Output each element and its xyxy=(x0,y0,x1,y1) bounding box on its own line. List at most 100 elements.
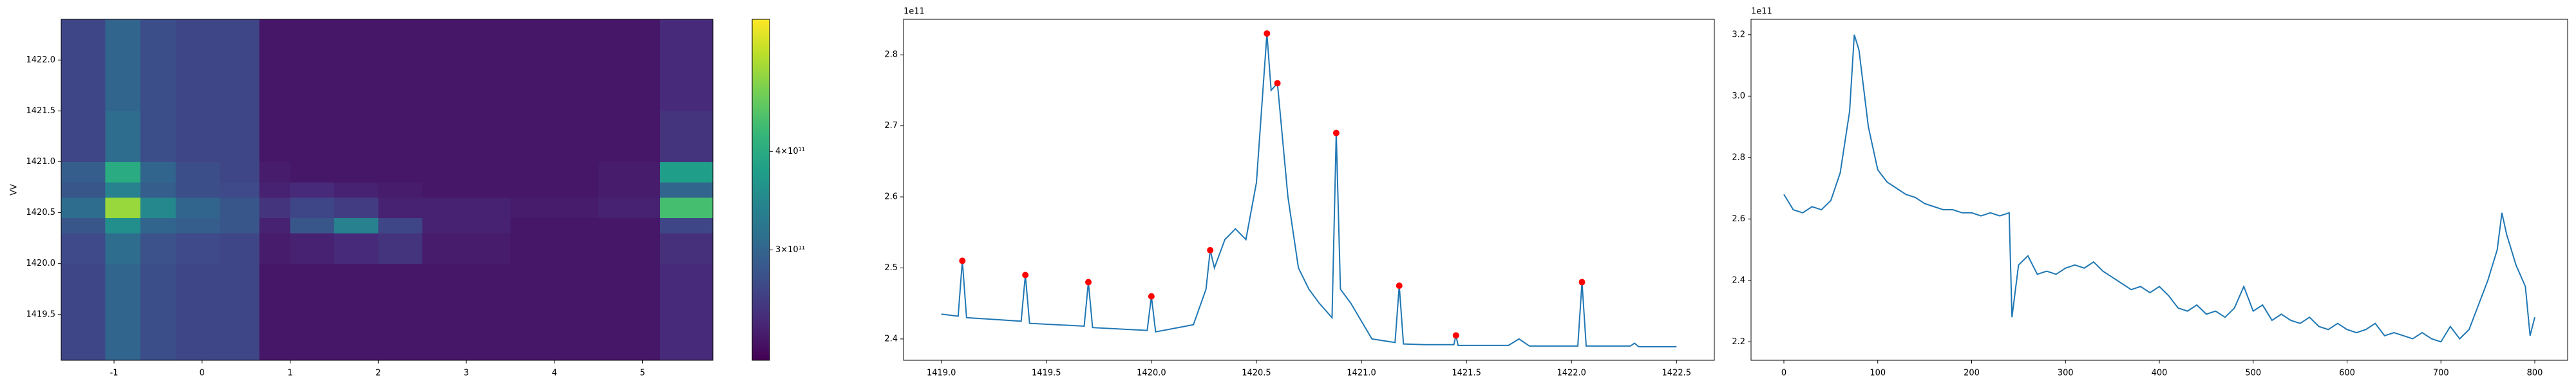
line xyxy=(941,33,1677,348)
heatmap-cell xyxy=(422,111,511,162)
peak-marker xyxy=(1452,332,1459,339)
heatmap-cell xyxy=(598,314,661,360)
heatmap-cell xyxy=(598,19,661,111)
heatmap-cell xyxy=(105,161,141,183)
x-tick-label: 3 xyxy=(464,369,469,378)
heatmap-cell xyxy=(259,217,291,234)
heatmap-cell xyxy=(259,197,291,219)
heatmap-cell xyxy=(259,233,291,264)
axes-frame xyxy=(903,19,1715,361)
x-tick-label: -1 xyxy=(110,369,118,378)
heatmap-cell xyxy=(334,263,379,315)
heatmap-cell xyxy=(659,19,713,111)
heatmap-cell xyxy=(220,19,260,111)
heatmap-cell xyxy=(422,161,511,183)
heatmap-cell xyxy=(422,197,511,219)
heatmap-cell xyxy=(659,111,713,162)
y-tick-label: 2.7 xyxy=(884,121,898,131)
y-tick-label: 2.8 xyxy=(1732,152,1745,162)
heatmap-cell xyxy=(105,111,141,162)
heatmap-cell xyxy=(290,182,335,198)
heatmap-cell xyxy=(422,217,511,234)
heatmap-cell xyxy=(61,161,106,183)
heatmap-cell xyxy=(290,111,335,162)
heatmap-cell xyxy=(659,197,713,219)
heatmap-cell xyxy=(510,263,599,315)
x-tick-label: 1420.0 xyxy=(1137,369,1166,378)
heatmap-cell xyxy=(378,19,423,111)
heatmap-cell xyxy=(378,233,423,264)
heatmap-cell xyxy=(598,161,661,183)
heatmap-cell xyxy=(259,263,291,315)
heatmap-cell xyxy=(422,314,511,360)
heatmap-cell xyxy=(140,314,176,360)
x-tick-label: 1422.0 xyxy=(1557,369,1586,378)
heatmap-cell xyxy=(61,314,106,360)
peak-marker xyxy=(1207,246,1214,253)
heatmap-cell xyxy=(140,233,176,264)
heatmap-cell xyxy=(61,217,106,234)
x-tick-label: 1420.5 xyxy=(1242,369,1271,378)
heatmap-cell xyxy=(290,314,335,360)
heatmap-cell xyxy=(334,314,379,360)
peak-marker xyxy=(1264,30,1271,37)
heatmap-cell xyxy=(140,111,176,162)
heatmap-cell xyxy=(105,19,141,111)
line xyxy=(1783,34,2535,343)
heatmap-cell xyxy=(140,197,176,219)
y-tick-label: 2.8 xyxy=(884,50,898,60)
y-tick-label: 1421.0 xyxy=(26,157,56,167)
heatmap-cell xyxy=(105,263,141,315)
heatmap-cell xyxy=(290,197,335,219)
x-tick-label: 400 xyxy=(2152,369,2168,378)
heatmap-cell xyxy=(659,263,713,315)
heatmap-cell xyxy=(659,314,713,360)
heatmap-cell xyxy=(175,182,220,198)
colorbar xyxy=(752,19,770,361)
x-tick-label: 4 xyxy=(552,369,557,378)
heatmap-cell xyxy=(378,197,423,219)
heatmap-cell xyxy=(105,197,141,219)
heatmap-cell xyxy=(175,111,220,162)
x-tick-label: 0 xyxy=(200,369,205,378)
heatmap-cell xyxy=(598,217,661,234)
heatmap-cell xyxy=(259,111,291,162)
heatmap-cell xyxy=(510,182,599,198)
heatmap-cell xyxy=(290,233,335,264)
heatmap-cell xyxy=(61,111,106,162)
peak-marker xyxy=(959,257,966,264)
heatmap-cell xyxy=(378,161,423,183)
peak-marker xyxy=(1396,282,1403,290)
x-tick-label: 500 xyxy=(2245,369,2261,378)
heatmap-cell xyxy=(510,233,599,264)
heatmap-cell xyxy=(334,182,379,198)
x-tick-label: 1419.0 xyxy=(927,369,956,378)
heatmap-cell xyxy=(61,233,106,264)
y-axis-label: VV xyxy=(10,184,19,196)
colorbar-tick-label: 4×10¹¹ xyxy=(775,147,805,156)
x-tick-label: 1421.0 xyxy=(1347,369,1376,378)
y-tick-label: 2.4 xyxy=(1732,275,1745,285)
heatmap-cell xyxy=(61,182,106,198)
plot-area xyxy=(1783,34,2535,343)
y-tick-label: 2.6 xyxy=(884,192,898,202)
x-tick-label: 1421.5 xyxy=(1452,369,1481,378)
y-tick-label: 1420.5 xyxy=(26,208,56,217)
heatmap-cell xyxy=(220,233,260,264)
x-tick-label: 600 xyxy=(2339,369,2355,378)
heatmap-cell xyxy=(598,182,661,198)
heatmap-cell xyxy=(175,161,220,183)
peak-marker xyxy=(1578,279,1586,286)
heatmap-cell xyxy=(378,263,423,315)
x-tick-label: 0 xyxy=(1781,369,1786,378)
y-tick-label: 2.6 xyxy=(1732,214,1745,224)
y-tick-label: 2.4 xyxy=(884,334,898,344)
x-tick-label: 100 xyxy=(1870,369,1886,378)
heatmap-cell xyxy=(422,19,511,111)
heatmap-cell xyxy=(334,217,379,234)
y-tick-label: 2.5 xyxy=(884,263,898,273)
heatmap-cell xyxy=(220,314,260,360)
heatmap-cell xyxy=(140,161,176,183)
heatmap-cell xyxy=(290,19,335,111)
